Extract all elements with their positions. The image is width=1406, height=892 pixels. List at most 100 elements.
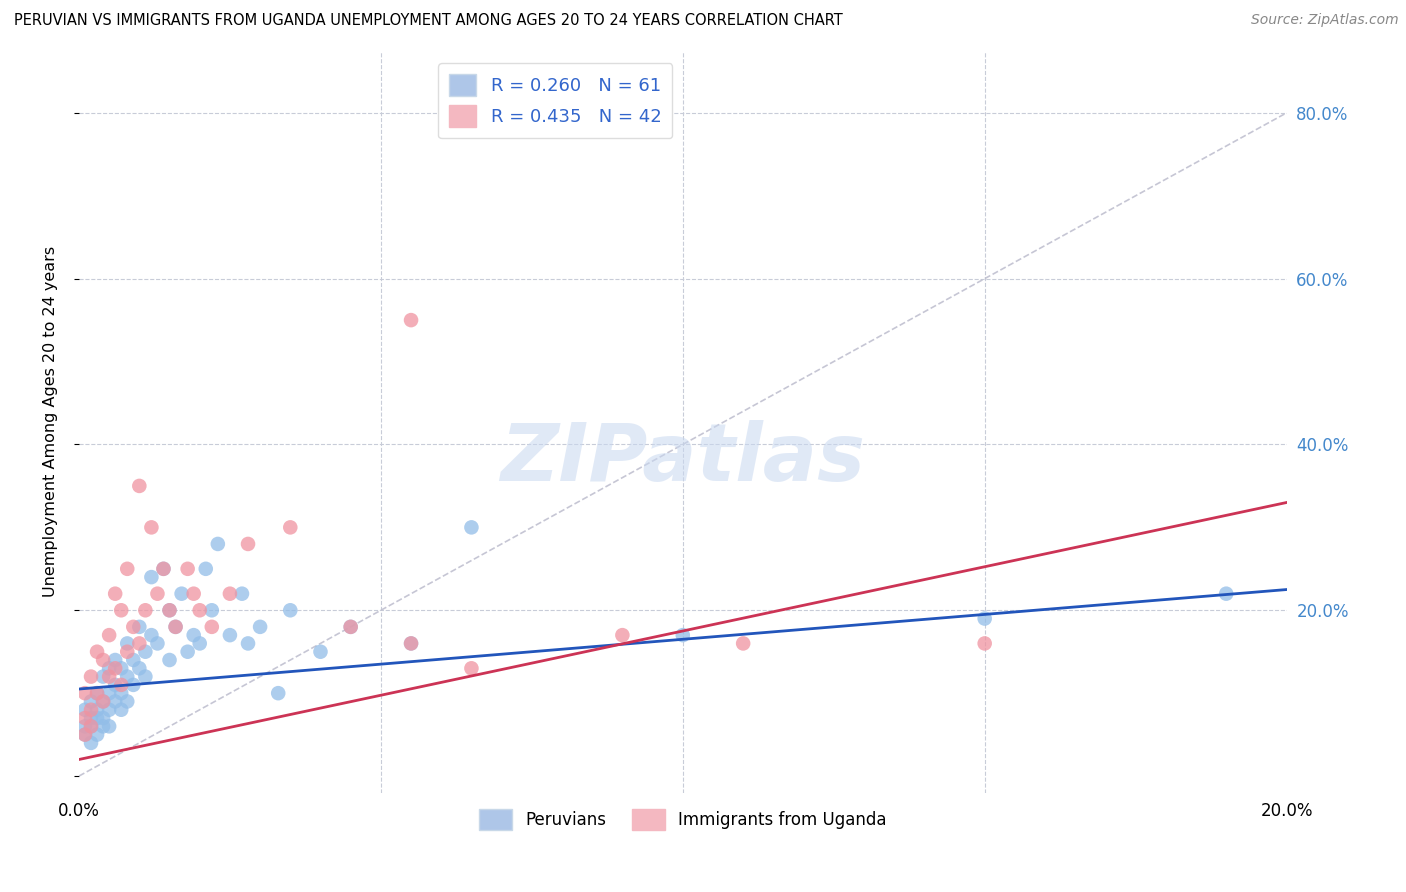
Point [80,670,103,684]
Point [170,587,193,601]
Point [128,636,150,650]
Point [110,703,132,717]
Point [91,653,114,667]
Point [128,620,150,634]
Point [219,628,242,642]
Point [73,719,96,733]
Point [176,562,198,576]
Point [309,645,332,659]
Point [91,719,114,733]
Point [91,694,114,708]
Point [201,620,224,634]
Text: PERUVIAN VS IMMIGRANTS FROM UGANDA UNEMPLOYMENT AMONG AGES 20 TO 24 YEARS CORREL: PERUVIAN VS IMMIGRANTS FROM UGANDA UNEMP… [14,13,842,29]
Point [98,686,121,700]
Point [80,736,103,750]
Point [399,313,422,327]
Point [117,562,139,576]
Point [117,636,139,650]
Point [201,603,224,617]
Point [80,719,103,733]
Point [165,620,187,634]
Point [159,603,181,617]
Point [86,686,108,700]
Point [110,686,132,700]
Point [117,670,139,684]
Point [73,711,96,725]
Point [194,562,217,576]
Point [973,611,995,625]
Point [399,636,422,650]
Point [98,661,121,675]
Point [188,636,211,650]
Point [141,520,163,534]
Point [110,603,132,617]
Point [104,678,127,692]
Point [339,620,361,634]
Text: Source: ZipAtlas.com: Source: ZipAtlas.com [1251,13,1399,28]
Point [249,620,271,634]
Point [117,645,139,659]
Point [141,628,163,642]
Point [104,694,127,708]
Point [86,645,108,659]
Y-axis label: Unemployment Among Ages 20 to 24 years: Unemployment Among Ages 20 to 24 years [44,246,58,598]
Point [973,636,995,650]
Point [176,645,198,659]
Point [278,520,301,534]
Point [183,628,205,642]
Point [134,670,156,684]
Point [80,711,103,725]
Point [104,653,127,667]
Text: ZIPatlas: ZIPatlas [501,420,865,498]
Point [122,678,145,692]
Point [134,645,156,659]
Point [152,562,174,576]
Point [73,728,96,742]
Point [152,562,174,576]
Point [267,686,290,700]
Point [98,703,121,717]
Point [98,719,121,733]
Point [86,686,108,700]
Point [98,670,121,684]
Point [146,636,169,650]
Point [460,520,482,534]
Point [73,703,96,717]
Point [460,661,482,675]
Point [86,728,108,742]
Point [278,603,301,617]
Point [98,628,121,642]
Point [110,678,132,692]
Point [733,636,755,650]
Point [399,636,422,650]
Point [86,703,108,717]
Point [219,587,242,601]
Point [73,728,96,742]
Point [612,628,634,642]
Point [73,686,96,700]
Point [80,703,103,717]
Point [231,587,253,601]
Point [117,694,139,708]
Point [188,603,211,617]
Point [339,620,361,634]
Point [86,711,108,725]
Point [122,620,145,634]
Point [104,587,127,601]
Point [128,661,150,675]
Point [80,694,103,708]
Point [91,670,114,684]
Point [128,479,150,493]
Point [80,719,103,733]
Point [159,653,181,667]
Point [672,628,695,642]
Point [1215,587,1237,601]
Point [236,537,259,551]
Point [165,620,187,634]
Point [104,661,127,675]
Point [141,570,163,584]
Point [122,653,145,667]
Point [91,711,114,725]
Point [110,661,132,675]
Point [207,537,229,551]
